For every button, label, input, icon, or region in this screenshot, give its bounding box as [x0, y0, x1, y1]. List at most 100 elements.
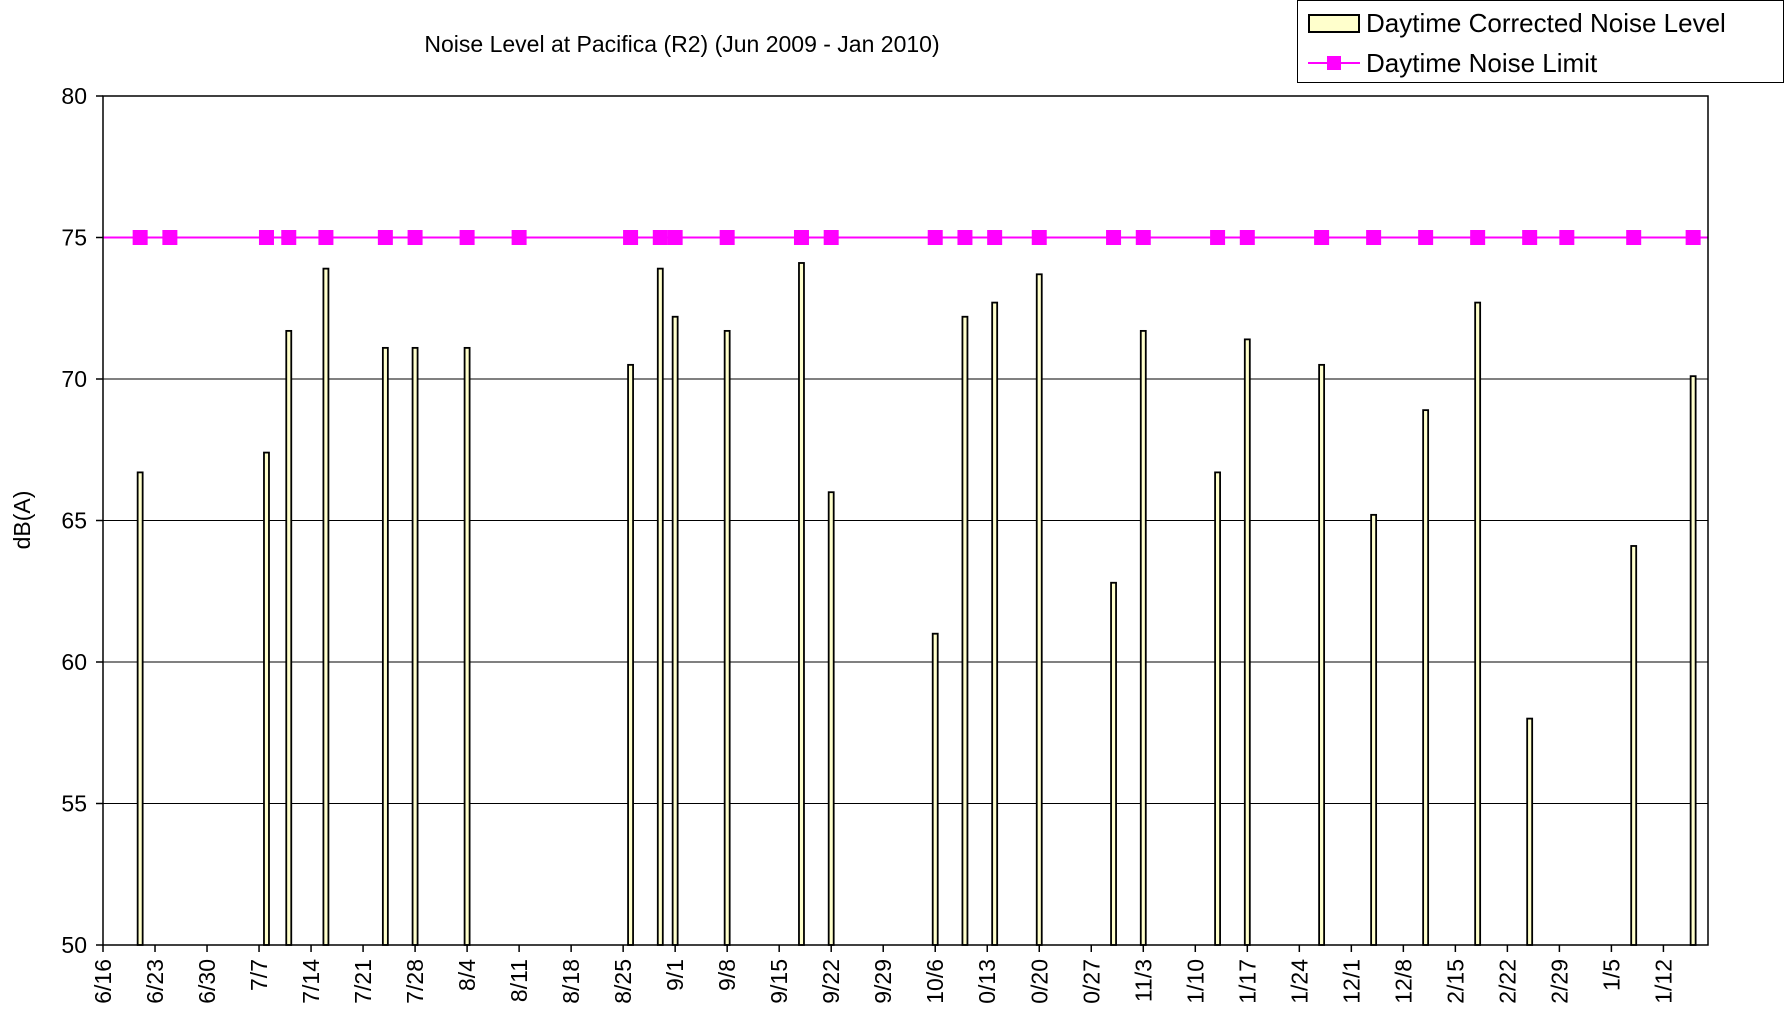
- chart-title: Noise Level at Pacifica (R2) (Jun 2009 -…: [424, 31, 939, 57]
- noise-bar: [1474, 301, 1482, 946]
- x-tick-label: 7/28: [402, 959, 428, 1004]
- noise-limit-marker: [1239, 230, 1255, 245]
- noise-limit-marker: [1559, 230, 1575, 245]
- x-axis-ticks: 6/16 6/23 6/30 7/7 7/14 7/21 7/28 8/4 8/11 8/18 8/…: [90, 945, 1676, 1004]
- y-axis-ticks: 50 55 60 65 70 75 80: [61, 83, 103, 958]
- x-tick-label: 9/22: [818, 959, 844, 1004]
- noise-limit-marker: [823, 230, 839, 245]
- noise-bar: [1526, 717, 1534, 946]
- noise-bar: [1139, 329, 1147, 946]
- noise-bar: [671, 315, 679, 946]
- x-tick-label: 1/10: [1182, 959, 1208, 1004]
- noise-limit-marker: [1522, 230, 1538, 245]
- legend-entry-bars: Daytime Corrected Noise Level: [1308, 3, 1726, 43]
- grid-lines: [103, 237, 1708, 804]
- x-tick-label: 6/23: [142, 959, 168, 1004]
- noise-bar: [656, 267, 664, 946]
- noise-limit-marker: [719, 230, 735, 245]
- x-tick-label: 2/22: [1494, 959, 1520, 1004]
- x-tick-label: 6/30: [194, 959, 220, 1004]
- x-tick-label: 8/4: [454, 959, 480, 991]
- noise-bar: [1243, 338, 1251, 946]
- noise-bar: [827, 491, 835, 946]
- y-tick-label: 80: [61, 83, 87, 109]
- noise-limit-marker: [1626, 230, 1642, 245]
- noise-limit-marker: [793, 230, 809, 245]
- noise-bar: [961, 315, 969, 946]
- noise-limit-marker: [281, 230, 297, 245]
- noise-limit-marker: [623, 230, 639, 245]
- noise-bar: [1035, 273, 1043, 946]
- noise-limit-marker: [318, 230, 334, 245]
- noise-limit-marker: [1106, 230, 1122, 245]
- x-tick-label: 12/8: [1390, 959, 1416, 1004]
- noise-bar: [1318, 363, 1326, 946]
- noise-bar: [1110, 581, 1117, 946]
- noise-bar: [285, 329, 293, 946]
- noise-bar: [798, 262, 805, 946]
- noise-bar: [931, 632, 939, 946]
- noise-limit-marker: [957, 230, 973, 245]
- noise-limit-marker: [652, 230, 668, 245]
- x-tick-label: 8/11: [506, 959, 532, 1002]
- noise-bar: [381, 346, 389, 946]
- noise-bar: [263, 451, 270, 946]
- x-tick-label: 0/27: [1078, 959, 1104, 1004]
- noise-limit-marker: [377, 230, 393, 245]
- legend-entry-limit: Daytime Noise Limit: [1308, 43, 1597, 83]
- noise-limit-marker: [1031, 230, 1047, 245]
- noise-bar: [136, 471, 144, 946]
- x-tick-label: 2/15: [1442, 959, 1468, 1004]
- y-tick-label: 75: [61, 225, 87, 251]
- noise-bar: [1370, 513, 1378, 946]
- legend-swatch-bar: [1308, 13, 1360, 33]
- limit-series: [103, 230, 1708, 245]
- x-tick-label: 1/12: [1650, 959, 1676, 1004]
- noise-bar: [1214, 471, 1221, 946]
- noise-limit-marker: [667, 230, 683, 245]
- legend-swatch-line: [1308, 53, 1360, 73]
- y-axis-label: dB(A): [9, 491, 35, 550]
- noise-limit-marker: [162, 230, 178, 245]
- noise-limit-marker: [1685, 230, 1701, 245]
- noise-limit-marker: [1210, 230, 1226, 245]
- noise-limit-marker: [1470, 230, 1486, 245]
- noise-limit-marker: [459, 230, 475, 245]
- bar-series: [136, 262, 1697, 946]
- x-tick-label: 12/1: [1338, 959, 1364, 1004]
- noise-limit-marker: [511, 230, 527, 245]
- x-tick-label: 0/20: [1026, 959, 1052, 1004]
- legend-label-bars: Daytime Corrected Noise Level: [1366, 7, 1726, 38]
- x-tick-label: 9/15: [766, 959, 792, 1004]
- legend: Daytime Corrected Noise Level Daytime No…: [1297, 0, 1784, 83]
- noise-bar: [411, 346, 419, 946]
- x-tick-label: 10/6: [922, 959, 948, 1004]
- noise-limit-marker: [1135, 230, 1151, 245]
- x-tick-label: 0/13: [974, 959, 1000, 1004]
- x-tick-label: 7/14: [298, 959, 324, 1004]
- legend-label-limit: Daytime Noise Limit: [1366, 47, 1598, 78]
- x-tick-label: 6/16: [90, 959, 116, 1004]
- noise-limit-marker: [1314, 230, 1330, 245]
- x-tick-label: 7/7: [246, 959, 272, 991]
- noise-limit-marker: [1418, 230, 1434, 245]
- noise-limit-marker: [258, 230, 274, 245]
- y-tick-label: 60: [61, 649, 87, 675]
- noise-bar: [723, 329, 731, 946]
- noise-limit-marker: [407, 230, 423, 245]
- x-tick-label: 9/8: [714, 959, 740, 991]
- x-tick-label: 9/29: [870, 959, 896, 1004]
- x-tick-label: 9/1: [662, 959, 688, 991]
- y-tick-label: 70: [61, 366, 87, 392]
- x-tick-label: 8/18: [558, 959, 584, 1004]
- x-tick-label: 11/3: [1130, 959, 1156, 1002]
- noise-limit-marker: [987, 230, 1003, 245]
- y-tick-label: 55: [61, 791, 87, 817]
- x-tick-label: 8/25: [610, 959, 636, 1004]
- noise-bar: [1630, 545, 1638, 946]
- x-tick-label: 1/24: [1286, 959, 1312, 1004]
- noise-bar: [627, 363, 634, 946]
- y-tick-label: 50: [61, 932, 87, 958]
- noise-limit-marker: [132, 230, 148, 245]
